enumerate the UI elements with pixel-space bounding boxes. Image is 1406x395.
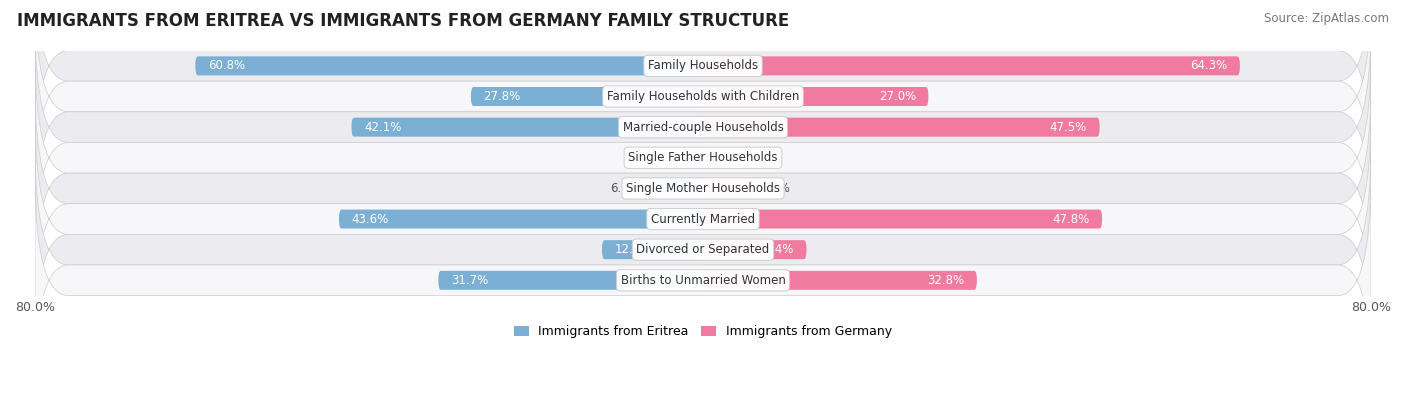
Text: 43.6%: 43.6% [352,213,388,226]
FancyBboxPatch shape [703,179,754,198]
Text: 32.8%: 32.8% [927,274,965,287]
Text: 47.8%: 47.8% [1052,213,1090,226]
FancyBboxPatch shape [703,271,977,290]
Text: 64.3%: 64.3% [1189,59,1227,72]
Text: 47.5%: 47.5% [1050,120,1087,134]
FancyBboxPatch shape [471,87,703,106]
FancyBboxPatch shape [682,148,703,167]
FancyBboxPatch shape [602,240,703,259]
FancyBboxPatch shape [35,81,1371,295]
Text: 2.3%: 2.3% [728,151,759,164]
Text: Married-couple Households: Married-couple Households [623,120,783,134]
FancyBboxPatch shape [703,148,723,167]
FancyBboxPatch shape [703,210,1102,229]
Text: Source: ZipAtlas.com: Source: ZipAtlas.com [1264,12,1389,25]
Legend: Immigrants from Eritrea, Immigrants from Germany: Immigrants from Eritrea, Immigrants from… [509,320,897,343]
Text: 42.1%: 42.1% [364,120,401,134]
Text: Divorced or Separated: Divorced or Separated [637,243,769,256]
Text: Family Households: Family Households [648,59,758,72]
Text: 12.4%: 12.4% [756,243,794,256]
Text: 6.7%: 6.7% [610,182,640,195]
FancyBboxPatch shape [339,210,703,229]
FancyBboxPatch shape [703,118,1099,137]
FancyBboxPatch shape [35,51,1371,265]
Text: Single Father Households: Single Father Households [628,151,778,164]
FancyBboxPatch shape [439,271,703,290]
FancyBboxPatch shape [35,0,1371,173]
FancyBboxPatch shape [703,240,807,259]
Text: Family Households with Children: Family Households with Children [607,90,799,103]
FancyBboxPatch shape [35,173,1371,387]
FancyBboxPatch shape [352,118,703,137]
Text: 12.1%: 12.1% [614,243,652,256]
Text: IMMIGRANTS FROM ERITREA VS IMMIGRANTS FROM GERMANY FAMILY STRUCTURE: IMMIGRANTS FROM ERITREA VS IMMIGRANTS FR… [17,12,789,30]
Text: 2.5%: 2.5% [645,151,675,164]
Text: Currently Married: Currently Married [651,213,755,226]
Text: Births to Unmarried Women: Births to Unmarried Women [620,274,786,287]
Text: 31.7%: 31.7% [451,274,488,287]
FancyBboxPatch shape [703,87,928,106]
FancyBboxPatch shape [35,20,1371,234]
Text: 27.0%: 27.0% [879,90,915,103]
FancyBboxPatch shape [195,56,703,75]
Text: 27.8%: 27.8% [484,90,520,103]
FancyBboxPatch shape [35,143,1371,357]
FancyBboxPatch shape [35,0,1371,204]
Text: Single Mother Households: Single Mother Households [626,182,780,195]
Text: 60.8%: 60.8% [208,59,245,72]
Text: 6.1%: 6.1% [761,182,790,195]
FancyBboxPatch shape [703,56,1240,75]
FancyBboxPatch shape [35,112,1371,326]
FancyBboxPatch shape [647,179,703,198]
